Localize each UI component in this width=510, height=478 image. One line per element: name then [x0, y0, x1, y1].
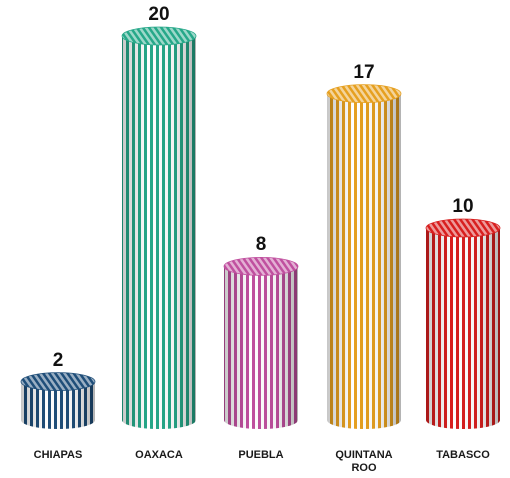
- bar-quintana-roo: [326, 84, 402, 429]
- bar-top: [20, 372, 96, 392]
- bar-chiapas: [20, 372, 96, 429]
- bar-top: [326, 84, 402, 103]
- bar-shading: [122, 36, 196, 429]
- data-label: 8: [255, 234, 267, 256]
- category-label: TABASCO: [436, 449, 490, 461]
- bar-shading: [21, 381, 95, 429]
- bar-puebla: [223, 256, 299, 429]
- bar-shading: [327, 93, 401, 429]
- bar-top: [223, 256, 299, 276]
- category-label: OAXACA: [135, 449, 183, 461]
- bar-top: [121, 26, 197, 46]
- bar-top: [425, 218, 501, 238]
- data-label: 17: [353, 61, 375, 83]
- category-label: PUEBLA: [238, 449, 284, 461]
- data-label: 2: [52, 349, 64, 371]
- bar-tabasco: [425, 218, 501, 429]
- category-label: CHIAPAS: [33, 449, 83, 461]
- data-label: 10: [452, 196, 474, 217]
- data-label: 20: [148, 4, 170, 25]
- bar-shading: [224, 266, 298, 429]
- bar-oaxaca: [121, 26, 197, 429]
- bar-shading: [426, 228, 500, 429]
- category-label: QUINTANA ROO: [335, 449, 393, 474]
